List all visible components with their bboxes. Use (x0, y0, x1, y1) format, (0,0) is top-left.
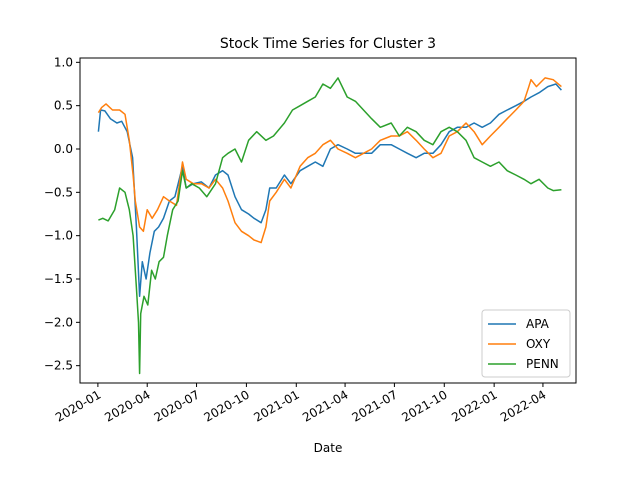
legend-box (481, 309, 571, 378)
y-tick-label: −1.5 (44, 272, 73, 286)
x-tick-label: 2021-04 (300, 387, 350, 424)
x-tick-label: 2021-07 (349, 387, 399, 424)
x-tick-label: 2021-10 (399, 387, 449, 424)
y-tick-label: −0.5 (44, 185, 73, 199)
y-tick-label: −1.0 (44, 229, 73, 243)
y-axis: 1.0 0.5 0.0 −0.5 −1.0 −1.5 −2.0 −2.5 (44, 55, 80, 373)
x-tick-label: 2021-01 (251, 387, 301, 424)
series-line-apa (97, 83, 562, 298)
x-tick-label: 2022-01 (449, 387, 499, 424)
y-tick-label: 0.5 (54, 99, 73, 113)
x-tick-label: 2020-07 (152, 387, 202, 424)
series-line-penn (98, 77, 562, 375)
legend-label-oxy: OXY (526, 337, 551, 351)
legend: APA OXY PENN (481, 309, 571, 378)
x-axis-label: Date (314, 441, 343, 455)
plot-frame (79, 57, 577, 384)
x-tick-label: 2022-04 (498, 387, 548, 424)
legend-label-apa: APA (526, 317, 550, 331)
y-tick-label: −2.0 (44, 315, 73, 329)
y-tick-label: −2.5 (44, 359, 73, 373)
y-tick-label: 1.0 (54, 55, 73, 69)
plot-lines (97, 77, 562, 375)
x-tick-label: 2020-04 (102, 387, 152, 424)
y-tick-label: 0.0 (54, 142, 73, 156)
chart-title: Stock Time Series for Cluster 3 (220, 36, 436, 52)
series-line-oxy (97, 77, 562, 244)
x-tick-label: 2020-01 (53, 387, 103, 424)
x-tick-label: 2020-10 (201, 387, 251, 424)
legend-label-penn: PENN (526, 357, 559, 371)
